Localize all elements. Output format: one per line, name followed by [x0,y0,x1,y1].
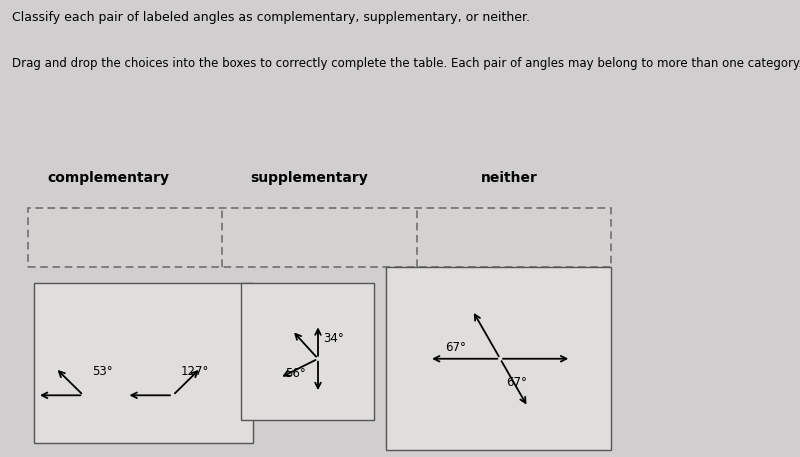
Text: Classify each pair of labeled angles as complementary, supplementary, or neither: Classify each pair of labeled angles as … [12,11,530,24]
Text: supplementary: supplementary [250,171,368,185]
Text: Drag and drop the choices into the boxes to correctly complete the table. Each p: Drag and drop the choices into the boxes… [12,57,800,70]
Text: 67°: 67° [446,341,466,354]
Bar [386,267,611,450]
Text: neither: neither [481,171,538,185]
Text: 53°: 53° [93,365,114,378]
Bar [241,283,374,420]
Text: 34°: 34° [323,332,344,345]
Bar [34,283,253,443]
Text: 67°: 67° [506,376,527,389]
Bar [28,208,611,267]
Text: complementary: complementary [47,171,169,185]
Text: 56°: 56° [286,367,306,380]
Text: 127°: 127° [180,365,209,378]
